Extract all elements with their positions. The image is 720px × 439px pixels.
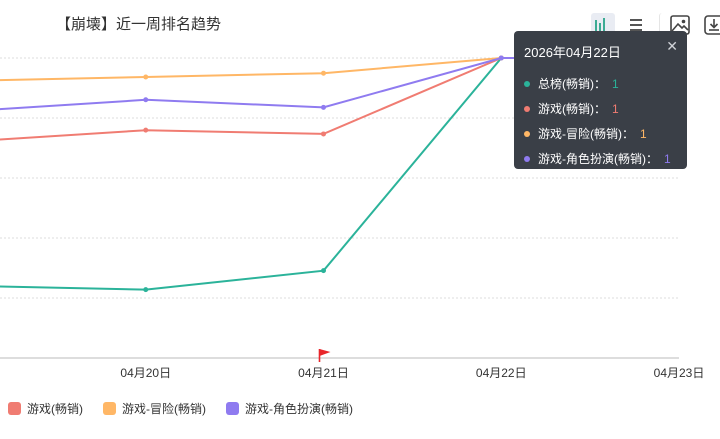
tooltip-value: 1 <box>664 151 671 166</box>
data-point <box>321 131 326 137</box>
legend-label: 游戏-冒险(畅销) <box>122 402 206 416</box>
tooltip-date: 2026年04月22日 <box>524 45 621 60</box>
x-tick-label: 04月23日 <box>654 366 705 380</box>
tooltip-value: 1 <box>612 76 619 91</box>
data-point <box>143 74 149 80</box>
tooltip-label: 总榜(畅销)： <box>538 77 606 91</box>
tooltip-label: 游戏-角色扮演(畅销)： <box>538 152 658 166</box>
legend-item[interactable]: 游戏-角色扮演(畅销) <box>226 400 353 417</box>
data-point <box>498 55 504 61</box>
legend-item[interactable]: 游戏(畅销) <box>8 400 83 417</box>
chart-legend: 游戏(畅销) 游戏-冒险(畅销) 游戏-角色扮演(畅销) <box>8 400 353 417</box>
data-point <box>143 97 149 103</box>
flag-icon <box>319 349 331 356</box>
chart-tooltip: 2026年04月22日 ✕ 总榜(畅销)： 1 游戏(畅销)： 1 游戏-冒险(畅销)：… <box>514 31 687 169</box>
tooltip-value: 1 <box>612 101 619 116</box>
data-point <box>143 127 149 133</box>
data-point <box>321 70 326 76</box>
series-dot <box>524 130 530 137</box>
tooltip-value: 1 <box>640 126 647 141</box>
tooltip-label: 游戏-冒险(畅销)： <box>538 127 634 141</box>
list-icon[interactable] <box>625 13 649 37</box>
x-tick-label: 04月22日 <box>476 366 527 380</box>
legend-swatch <box>226 402 239 415</box>
tooltip-row: 总榜(畅销)： 1 <box>524 71 677 96</box>
series-dot <box>524 105 530 112</box>
legend-item[interactable]: 游戏-冒险(畅销) <box>103 400 206 417</box>
legend-swatch <box>8 402 21 415</box>
legend-label: 游戏-角色扮演(畅销) <box>245 402 353 416</box>
data-point <box>321 268 326 274</box>
x-tick-label: 04月21日 <box>298 366 349 380</box>
data-point <box>321 104 326 110</box>
tooltip-row: 游戏-冒险(畅销)： 1 <box>524 121 677 146</box>
download-icon[interactable] <box>702 13 720 37</box>
data-point <box>143 287 149 293</box>
series-dot <box>524 80 530 87</box>
legend-label: 游戏(畅销) <box>27 402 83 416</box>
tooltip-label: 游戏(畅销)： <box>538 102 606 116</box>
close-icon[interactable]: ✕ <box>666 38 678 54</box>
legend-swatch <box>103 402 116 415</box>
tooltip-row: 游戏(畅销)： 1 <box>524 96 677 121</box>
chart-title: 【崩壊】近一周排名趋势 <box>56 16 222 33</box>
tooltip-row: 游戏-角色扮演(畅销)： 1 <box>524 146 677 171</box>
x-tick-label: 04月20日 <box>120 366 171 380</box>
series-dot <box>524 155 530 162</box>
